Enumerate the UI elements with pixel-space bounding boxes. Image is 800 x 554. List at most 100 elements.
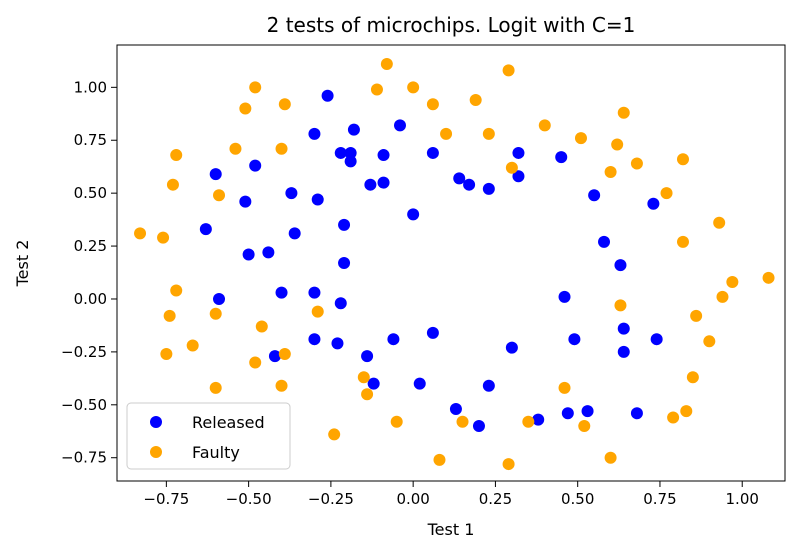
point-faulty bbox=[716, 290, 729, 303]
y-tick-label: 0.25 bbox=[74, 237, 107, 255]
point-released bbox=[561, 407, 574, 420]
point-released bbox=[249, 159, 262, 172]
point-faulty bbox=[630, 157, 643, 170]
point-faulty bbox=[209, 307, 222, 320]
point-released bbox=[377, 176, 390, 189]
point-released bbox=[338, 257, 351, 269]
point-released bbox=[199, 223, 212, 236]
point-faulty bbox=[686, 371, 699, 384]
y-tick-label: 0.50 bbox=[74, 184, 107, 202]
point-released bbox=[334, 146, 347, 159]
x-tick-label: −0.50 bbox=[226, 490, 272, 508]
point-released bbox=[239, 195, 252, 208]
point-faulty bbox=[229, 142, 242, 155]
point-released bbox=[347, 123, 360, 136]
point-released bbox=[331, 337, 344, 350]
x-tick-label: 1.00 bbox=[726, 490, 759, 508]
y-tick-label: 0.00 bbox=[74, 290, 107, 308]
point-released bbox=[617, 322, 630, 335]
point-faulty bbox=[134, 227, 147, 240]
point-released bbox=[426, 326, 439, 339]
point-faulty bbox=[469, 94, 482, 107]
point-released bbox=[213, 292, 226, 305]
point-faulty bbox=[762, 271, 775, 284]
point-released bbox=[285, 187, 298, 200]
point-faulty bbox=[361, 388, 374, 401]
point-released bbox=[555, 151, 568, 164]
series-released bbox=[199, 89, 663, 432]
x-tick-label: −0.25 bbox=[308, 490, 354, 508]
y-tick-label: −0.50 bbox=[61, 396, 107, 414]
point-released bbox=[308, 333, 321, 346]
point-released bbox=[338, 218, 351, 231]
point-released bbox=[311, 193, 324, 206]
legend-marker-faulty bbox=[150, 446, 162, 458]
point-faulty bbox=[667, 411, 680, 424]
point-faulty bbox=[713, 216, 726, 229]
point-faulty bbox=[505, 161, 518, 174]
point-released bbox=[413, 377, 426, 390]
point-faulty bbox=[426, 98, 439, 111]
point-faulty bbox=[249, 356, 262, 369]
point-faulty bbox=[209, 381, 222, 394]
point-faulty bbox=[213, 189, 226, 202]
point-faulty bbox=[407, 81, 420, 94]
y-tick-label: −0.25 bbox=[61, 343, 107, 361]
x-tick-label: 0.25 bbox=[479, 490, 512, 508]
point-faulty bbox=[380, 58, 393, 71]
point-released bbox=[558, 290, 571, 303]
point-released bbox=[453, 172, 466, 185]
point-released bbox=[581, 405, 594, 418]
point-released bbox=[617, 345, 630, 358]
point-faulty bbox=[578, 419, 591, 432]
point-faulty bbox=[604, 451, 617, 464]
point-released bbox=[568, 333, 581, 346]
point-faulty bbox=[278, 98, 291, 111]
point-faulty bbox=[186, 339, 199, 352]
point-released bbox=[598, 235, 611, 248]
point-released bbox=[614, 259, 627, 272]
point-released bbox=[334, 297, 347, 310]
legend: Released Faulty bbox=[126, 402, 291, 470]
legend-label-faulty: Faulty bbox=[192, 443, 240, 462]
point-released bbox=[463, 178, 476, 191]
point-faulty bbox=[614, 299, 627, 312]
point-released bbox=[588, 189, 601, 202]
point-faulty bbox=[278, 348, 291, 361]
point-released bbox=[472, 419, 485, 432]
point-released bbox=[377, 149, 390, 162]
point-faulty bbox=[726, 276, 739, 289]
point-faulty bbox=[617, 106, 630, 119]
point-faulty bbox=[680, 405, 693, 418]
point-faulty bbox=[574, 132, 587, 145]
point-faulty bbox=[170, 284, 183, 297]
point-released bbox=[262, 246, 275, 259]
point-released bbox=[512, 146, 525, 159]
point-faulty bbox=[522, 415, 535, 428]
point-released bbox=[532, 413, 545, 426]
point-faulty bbox=[676, 235, 689, 248]
point-faulty bbox=[676, 153, 689, 166]
point-faulty bbox=[482, 127, 495, 140]
point-faulty bbox=[275, 142, 288, 155]
point-faulty bbox=[370, 83, 383, 96]
point-faulty bbox=[160, 348, 173, 361]
legend-marker-released bbox=[150, 416, 162, 428]
point-faulty bbox=[690, 309, 703, 322]
series-faulty bbox=[134, 58, 775, 471]
point-released bbox=[630, 407, 643, 420]
point-faulty bbox=[440, 127, 453, 140]
point-released bbox=[242, 248, 255, 261]
point-faulty bbox=[604, 165, 617, 178]
point-released bbox=[344, 146, 357, 159]
point-faulty bbox=[163, 309, 176, 322]
point-faulty bbox=[558, 381, 571, 394]
point-released bbox=[426, 146, 439, 159]
point-released bbox=[308, 127, 321, 140]
point-released bbox=[361, 350, 374, 363]
point-faulty bbox=[660, 187, 673, 200]
point-released bbox=[482, 182, 495, 195]
point-faulty bbox=[390, 415, 403, 428]
y-tick-label: 1.00 bbox=[74, 78, 107, 96]
